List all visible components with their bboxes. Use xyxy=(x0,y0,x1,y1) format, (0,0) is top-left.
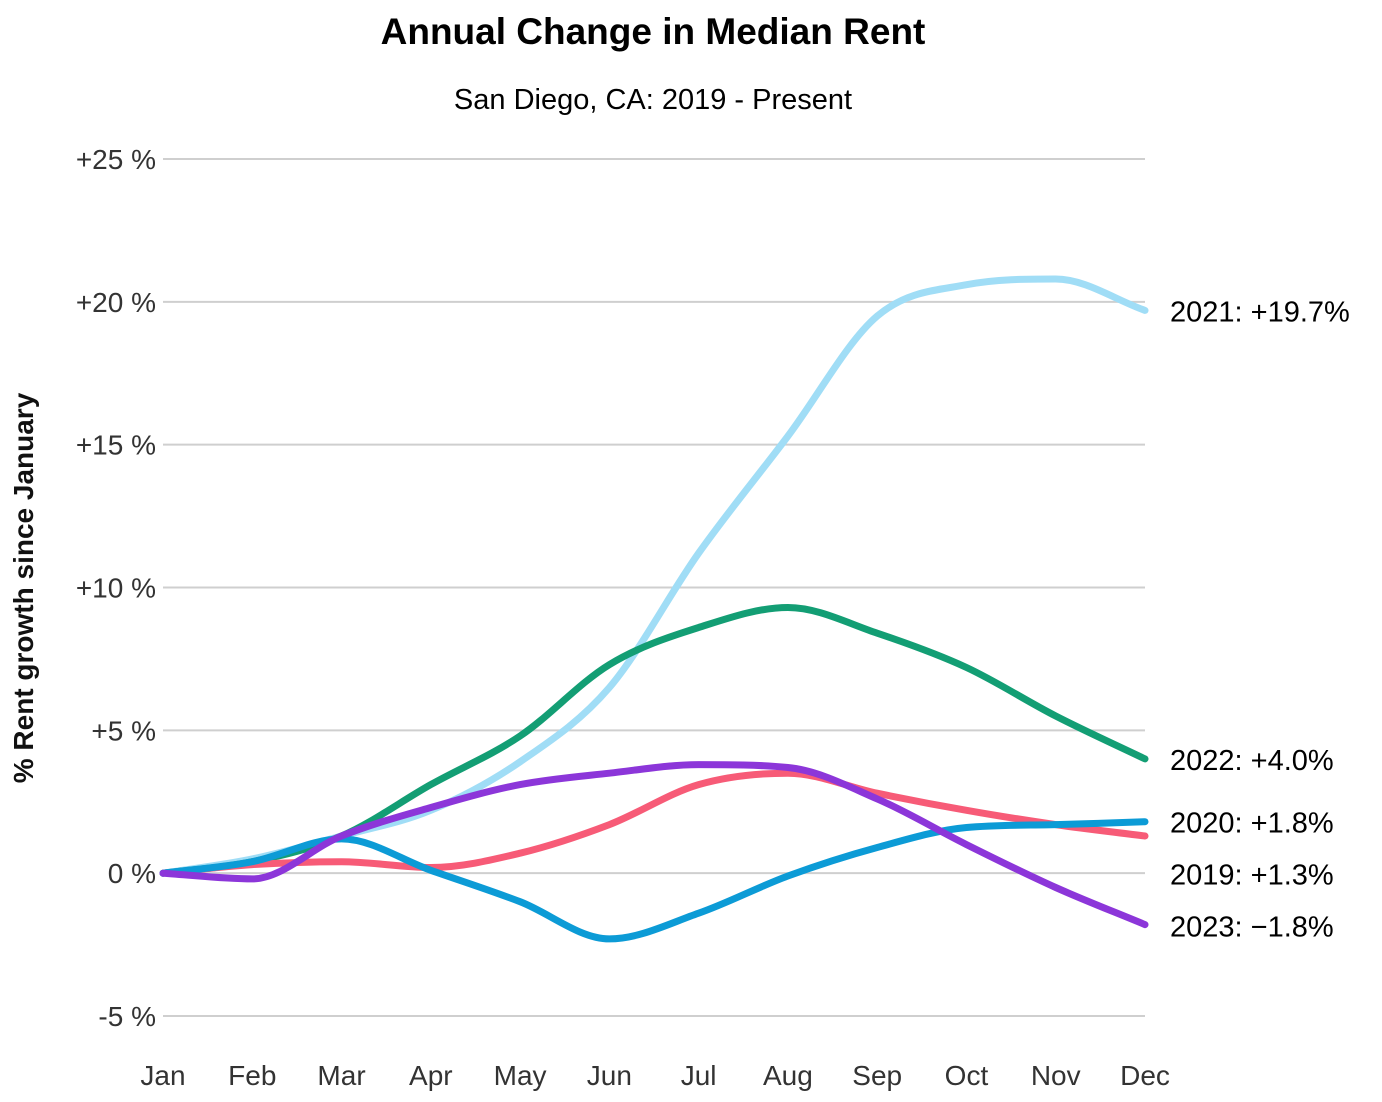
y-tick-label: +25 % xyxy=(76,144,156,175)
series-end-label-2019: 2019: +1.3% xyxy=(1170,860,1334,892)
y-tick-label: -5 % xyxy=(98,1001,156,1032)
x-tick-label: Oct xyxy=(945,1060,989,1091)
x-tick-label: Jan xyxy=(140,1060,185,1091)
x-tick-label: Aug xyxy=(763,1060,813,1091)
x-tick-label: Feb xyxy=(228,1060,276,1091)
series-end-label-2020: 2020: +1.8% xyxy=(1170,808,1334,840)
y-tick-label: +10 % xyxy=(76,573,156,604)
series-line-2022 xyxy=(159,604,1149,877)
y-axis-ticks: +25 % +20 % +15 % +10 % +5 % 0 % -5 % xyxy=(76,144,156,1032)
x-tick-label: May xyxy=(494,1060,547,1091)
y-tick-label: +15 % xyxy=(76,430,156,461)
series-line-2020 xyxy=(159,818,1149,943)
series-line-2021 xyxy=(159,275,1149,877)
y-tick-label: 0 % xyxy=(108,858,156,889)
x-tick-label: Nov xyxy=(1031,1060,1081,1091)
x-tick-label: Dec xyxy=(1120,1060,1170,1091)
series-line-2023 xyxy=(159,761,1149,929)
x-tick-label: Apr xyxy=(409,1060,453,1091)
x-tick-label: Jun xyxy=(587,1060,632,1091)
series-end-label-2023: 2023: −1.8% xyxy=(1170,912,1334,944)
series-end-label-2021: 2021: +19.7% xyxy=(1170,296,1350,328)
series-lines xyxy=(159,275,1149,943)
series-end-label-2022: 2022: +4.0% xyxy=(1170,745,1334,777)
x-axis-ticks: Jan Feb Mar Apr May Jun Jul Aug Sep Oct Nov Dec xyxy=(140,1060,1169,1091)
chart-subtitle: San Diego, CA: 2019 - Present xyxy=(454,84,852,116)
y-axis-label: % Rent growth since January xyxy=(8,392,39,783)
chart-title: Annual Change in Median Rent xyxy=(381,11,926,52)
y-tick-label: +20 % xyxy=(76,287,156,318)
gridlines xyxy=(163,158,1145,1017)
x-tick-label: Jul xyxy=(681,1060,717,1091)
x-tick-label: Mar xyxy=(317,1060,365,1091)
series-line-2019 xyxy=(159,769,1149,877)
series-end-labels: 2021: +19.7% 2022: +4.0% 2020: +1.8% 2019: … xyxy=(1170,296,1350,943)
y-tick-label: +5 % xyxy=(91,715,156,746)
x-tick-label: Sep xyxy=(852,1060,902,1091)
